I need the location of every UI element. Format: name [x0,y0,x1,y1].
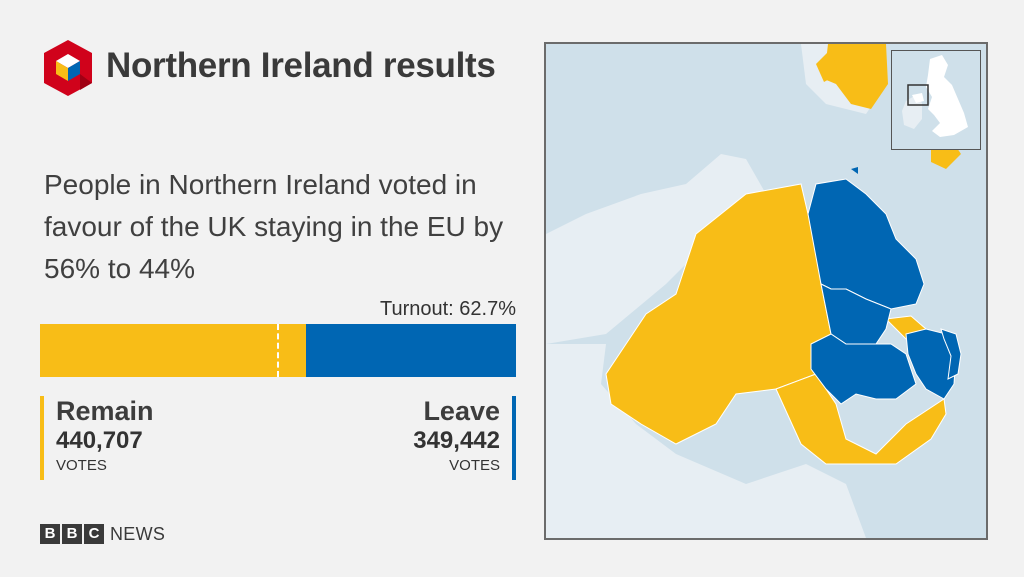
leave-result: Leave 349,442 VOTES [413,396,516,480]
fifty-percent-marker [277,324,279,377]
page-title: Northern Ireland results [106,46,496,85]
leave-bar-segment [305,324,516,377]
remain-bar-segment [40,324,306,377]
leave-votes-unit: VOTES [449,457,500,474]
inset-northern-ireland [912,93,924,103]
bbc-logo-block: C [84,524,104,544]
remain-label: Remain [56,396,154,426]
results-map [544,42,988,540]
ni-leave-ards [905,328,957,400]
bbc-news-logo: B B C NEWS [40,524,165,544]
remain-votes: 440,707 [56,427,143,454]
leave-votes: 349,442 [413,427,500,454]
ni-remain-south [775,373,947,465]
scotland-region [824,44,888,109]
scotland-west-region [816,49,838,82]
result-bar [40,324,516,377]
bbc-logo-block: B [62,524,82,544]
inset-ireland [902,95,922,129]
inset-great-britain [926,55,968,137]
uk-locator-map [902,55,968,137]
ni-leave-peninsula [940,328,962,380]
turnout-label: Turnout: 62.7% [379,298,516,320]
uk-locator-inset [891,50,981,150]
ni-leave-rathlin [851,167,858,174]
results-cube-icon [44,40,92,96]
bbc-news-wordmark: NEWS [110,523,166,544]
northern-ireland-map [546,44,962,538]
remain-votes-unit: VOTES [56,457,107,474]
bbc-logo-block: B [40,524,60,544]
leave-label: Leave [423,396,500,426]
ni-leave-southcentral [810,333,917,405]
remain-result: Remain 440,707 VOTES [40,396,154,480]
result-summary: People in Northern Ireland voted in favo… [44,169,504,284]
inset-highlight-box [907,84,929,106]
land-republic-south [546,344,866,538]
